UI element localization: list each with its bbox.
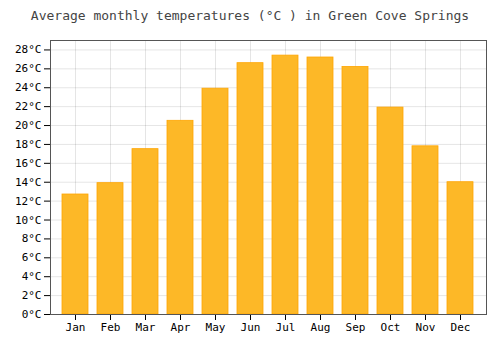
svg-text:Apr: Apr [171, 321, 191, 334]
svg-text:Jan: Jan [66, 321, 86, 334]
svg-text:10°C: 10°C [15, 214, 42, 227]
svg-text:16°C: 16°C [15, 157, 42, 170]
svg-text:24°C: 24°C [15, 81, 42, 94]
svg-text:0°C: 0°C [22, 308, 42, 321]
svg-text:Aug: Aug [311, 321, 331, 334]
svg-text:12°C: 12°C [15, 195, 42, 208]
svg-text:18°C: 18°C [15, 138, 42, 151]
svg-text:4°C: 4°C [22, 270, 42, 283]
svg-text:Dec: Dec [451, 321, 471, 334]
svg-text:14°C: 14°C [15, 176, 42, 189]
svg-text:Nov: Nov [416, 321, 436, 334]
svg-text:22°C: 22°C [15, 100, 42, 113]
html-text:Average monthly temperatures (: Average monthly temperatures (°C ) in Gr… [30, 8, 470, 23]
svg-text:8°C: 8°C [22, 232, 42, 245]
svg-text:6°C: 6°C [22, 251, 42, 264]
svg-text:Feb: Feb [101, 321, 121, 334]
svg-text:Oct: Oct [381, 321, 401, 334]
svg-text:May: May [206, 321, 226, 334]
svg-text:Jun: Jun [241, 321, 261, 334]
svg-text:Jul: Jul [276, 321, 296, 334]
svg-text:28°C: 28°C [15, 43, 42, 56]
svg-text:Mar: Mar [136, 321, 156, 334]
svg-text:Sep: Sep [346, 321, 366, 334]
svg-text:2°C: 2°C [22, 289, 42, 302]
svg-text:26°C: 26°C [15, 62, 42, 75]
svg-text:20°C: 20°C [15, 119, 42, 132]
